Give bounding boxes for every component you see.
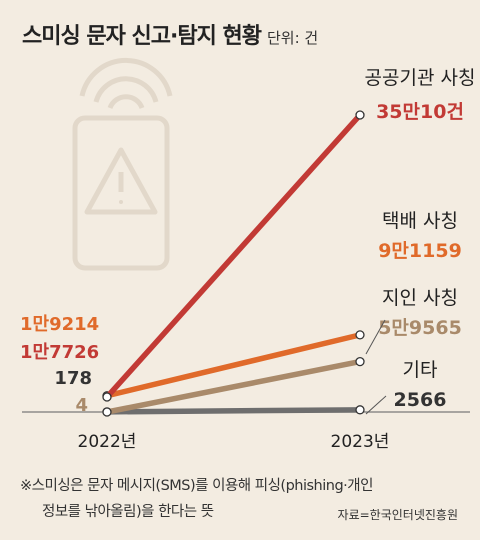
end-value-label: 35만10건: [376, 101, 464, 123]
phone-warning-icon: [72, 57, 173, 271]
series-3-point-1: [102, 407, 112, 417]
leader-line: [365, 395, 387, 415]
end-value-label: 9만1159: [378, 240, 462, 262]
x-tick-label: 2022년: [78, 432, 137, 452]
end-value-label: 2566: [394, 389, 447, 411]
start-value-label: 1만7726: [20, 342, 99, 363]
series-line-4: [104, 407, 363, 415]
series-line-1: [104, 112, 363, 400]
source-label: 자료=한국인터넷진흥원: [337, 508, 458, 522]
series-line-2: [104, 332, 363, 399]
chart-title: 스미싱 문자 신고·탐지 현황 단위: 건: [22, 24, 319, 49]
end-value-label: 5만9565: [378, 317, 462, 339]
start-value-label: 4: [75, 395, 88, 416]
footnote-line-2: 정보를 낚아올림)을 한다는 뜻: [42, 504, 214, 520]
leader-line: [365, 319, 386, 355]
series-name-label: 기타: [403, 359, 438, 381]
series-1-point-1: [102, 392, 112, 402]
series-name-label: 공공기관 사칭: [365, 67, 476, 89]
start-value-label: 1만9214: [20, 314, 99, 335]
series-1-point-2: [355, 110, 365, 120]
series-3-point-2: [355, 356, 365, 367]
series-name-label: 지인 사칭: [382, 287, 458, 309]
unit-label: 단위: 건: [266, 29, 319, 47]
footnote-line-1: ※스미싱은 문자 메시지(SMS)를 이용해 피싱(phishing·개인: [20, 478, 373, 494]
series-4-point-2: [355, 405, 365, 415]
start-value-label: 178: [54, 368, 92, 389]
series-2-point-2: [355, 330, 365, 340]
series-line-3: [104, 358, 363, 415]
x-tick-label: 2023년: [331, 432, 390, 452]
series-name-label: 택배 사칭: [382, 210, 458, 232]
